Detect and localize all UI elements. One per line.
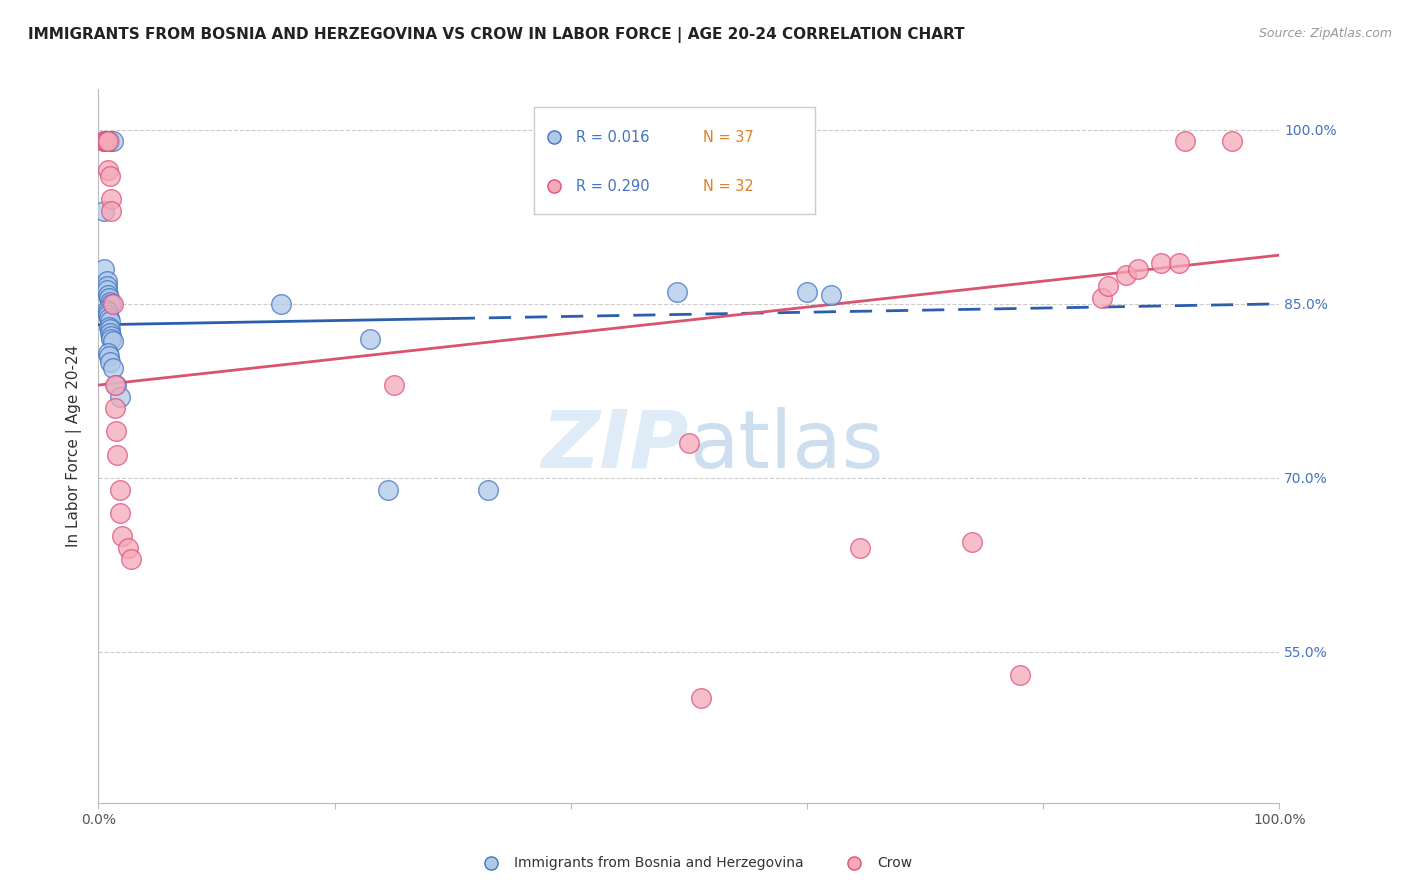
Y-axis label: In Labor Force | Age 20-24: In Labor Force | Age 20-24 — [66, 345, 83, 547]
Point — [93, 204, 115, 219]
Point — [820, 287, 842, 301]
Point — [93, 135, 115, 149]
Text: IMMIGRANTS FROM BOSNIA AND HERZEGOVINA VS CROW IN LABOR FORCE | AGE 20-24 CORREL: IMMIGRANTS FROM BOSNIA AND HERZEGOVINA V… — [28, 27, 965, 43]
Point — [97, 163, 120, 178]
Point — [1220, 135, 1243, 149]
Point — [666, 285, 689, 300]
Point — [97, 305, 120, 319]
Point — [108, 390, 131, 404]
Text: R = 0.016: R = 0.016 — [576, 129, 650, 145]
Point — [100, 297, 122, 311]
Point — [100, 204, 122, 219]
Point — [94, 135, 117, 149]
Text: Immigrants from Bosnia and Herzegovina: Immigrants from Bosnia and Herzegovina — [515, 856, 803, 870]
Point — [1150, 256, 1173, 270]
Point — [121, 552, 143, 566]
Point — [98, 355, 121, 369]
Text: N = 37: N = 37 — [703, 129, 754, 145]
Point — [98, 349, 121, 363]
Point — [98, 135, 121, 149]
Point — [382, 378, 405, 392]
Point — [377, 483, 399, 497]
Point — [101, 360, 124, 375]
Point — [100, 329, 122, 343]
Point — [97, 345, 120, 359]
Point — [98, 135, 121, 149]
Point — [98, 291, 121, 305]
Point — [96, 274, 118, 288]
Point — [97, 135, 120, 149]
Point — [543, 179, 565, 194]
Point — [1174, 135, 1197, 149]
Text: Source: ZipAtlas.com: Source: ZipAtlas.com — [1258, 27, 1392, 40]
Point — [104, 378, 127, 392]
Point — [100, 193, 122, 207]
Point — [117, 541, 139, 555]
Point — [98, 294, 121, 309]
Point — [96, 279, 118, 293]
Point — [98, 314, 121, 328]
Point — [93, 135, 115, 149]
Point — [101, 297, 124, 311]
Point — [1115, 268, 1137, 282]
Point — [1008, 668, 1031, 682]
Point — [844, 856, 866, 871]
Point — [796, 285, 818, 300]
Point — [96, 283, 118, 297]
Text: atlas: atlas — [689, 407, 883, 485]
Point — [105, 425, 128, 439]
Point — [678, 436, 700, 450]
Text: N = 32: N = 32 — [703, 178, 754, 194]
Point — [98, 169, 121, 184]
Point — [98, 320, 121, 334]
Point — [1168, 256, 1191, 270]
Point — [97, 309, 120, 323]
Point — [101, 334, 124, 348]
Point — [98, 322, 121, 336]
Point — [689, 691, 711, 706]
Point — [479, 856, 502, 871]
Point — [98, 326, 121, 340]
Point — [108, 483, 131, 497]
Point — [98, 310, 121, 325]
Point — [96, 302, 118, 317]
Point — [849, 541, 872, 555]
Point — [359, 332, 381, 346]
Point — [105, 378, 128, 392]
Point — [104, 401, 127, 416]
Point — [96, 135, 118, 149]
Point — [100, 332, 122, 346]
Point — [93, 262, 115, 277]
Text: Crow: Crow — [877, 856, 912, 870]
Point — [477, 483, 499, 497]
Point — [101, 135, 124, 149]
Point — [543, 130, 565, 145]
Text: ZIP: ZIP — [541, 407, 689, 485]
Point — [1091, 291, 1114, 305]
Point — [1097, 279, 1119, 293]
Point — [108, 506, 131, 520]
Point — [962, 534, 984, 549]
Point — [270, 297, 292, 311]
Point — [111, 529, 134, 543]
Point — [1126, 262, 1149, 277]
Text: R = 0.290: R = 0.290 — [576, 178, 650, 194]
Point — [105, 448, 128, 462]
Point — [97, 287, 120, 301]
